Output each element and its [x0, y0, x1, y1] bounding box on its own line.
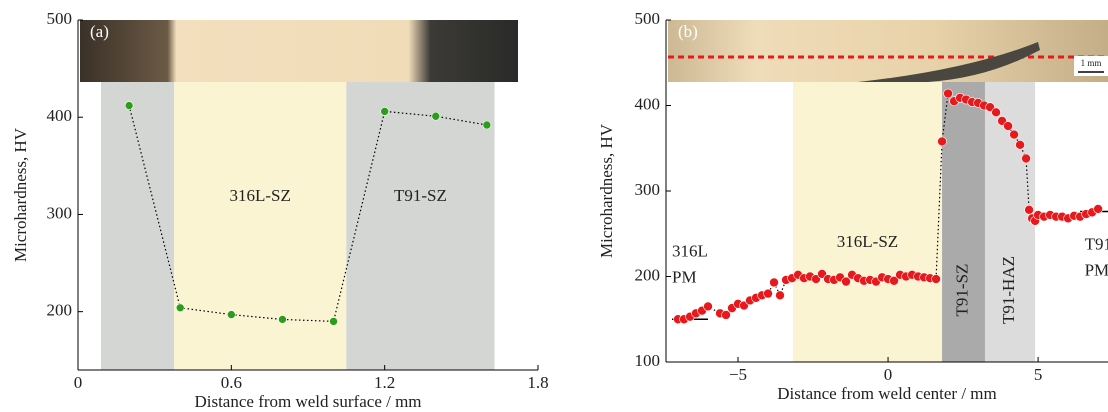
data-point: [124, 101, 134, 110]
scale-bar-bg: [1074, 56, 1108, 76]
annotation: 316L: [672, 241, 708, 260]
data-point: [1024, 205, 1034, 215]
data-point: [721, 310, 731, 320]
region: [174, 82, 347, 370]
x-tick-label: 1.8: [527, 373, 548, 392]
data-point: [329, 317, 338, 326]
data-point: [1003, 121, 1013, 131]
y-tick-label: 200: [47, 301, 73, 320]
data-point: [278, 315, 287, 324]
data-point: [937, 136, 947, 147]
y-tick-label: 300: [635, 180, 661, 199]
region-label: 316L-SZ: [837, 232, 898, 251]
y-tick-label: 200: [635, 265, 661, 284]
y-tick-label: 300: [47, 203, 73, 222]
y-tick-label: 500: [47, 9, 73, 28]
x-tick-label: −5: [729, 365, 747, 384]
data-point: [227, 310, 236, 319]
x-axis-label: Distance from weld surface / mm: [194, 392, 421, 411]
region: [101, 82, 175, 370]
y-tick-label: 400: [635, 94, 661, 113]
y-tick-label: 400: [47, 106, 73, 125]
data-point: [943, 88, 953, 99]
data-point: [703, 301, 713, 312]
panel-label: (b): [678, 22, 698, 41]
data-point: [1009, 129, 1019, 140]
annotation: PM: [1085, 261, 1108, 280]
x-axis-label: Distance from weld center / mm: [777, 384, 997, 403]
scale-bar-label: 1 mm: [1081, 58, 1102, 68]
y-tick-label: 100: [635, 351, 661, 370]
data-point: [1021, 153, 1031, 164]
x-tick-label: 5: [1034, 365, 1043, 384]
data-point: [380, 107, 389, 116]
region-label: T91-SZ: [394, 186, 447, 205]
y-axis-label: Microhardness, HV: [11, 127, 30, 262]
data-point: [763, 288, 773, 299]
data-point: [175, 303, 185, 313]
region: [346, 82, 495, 370]
x-tick-label: 0.6: [221, 373, 242, 392]
data-point: [841, 276, 851, 287]
data-point: [1093, 204, 1103, 214]
y-tick-label: 500: [635, 9, 661, 28]
region-label: T91-HAZ: [999, 256, 1018, 324]
x-tick-label: 0: [74, 373, 83, 392]
region: [792, 82, 943, 362]
data-point: [991, 107, 1001, 118]
data-point: [889, 275, 899, 286]
y-axis-label: Microhardness, HV: [597, 123, 616, 258]
x-tick-label: 0: [884, 365, 893, 384]
data-point: [1015, 140, 1025, 150]
annotation: PM: [672, 267, 697, 286]
micrograph: [80, 20, 518, 82]
region-label: 316L-SZ: [230, 186, 291, 205]
data-point: [482, 120, 492, 130]
region-label: T91-SZ: [952, 264, 971, 317]
data-point: [769, 277, 779, 288]
panel-label: (a): [90, 22, 109, 41]
data-line: [128, 105, 487, 323]
data-point: [431, 111, 441, 121]
annotation: T91: [1085, 235, 1108, 254]
micrograph: [668, 20, 1108, 82]
region: [942, 82, 985, 362]
x-tick-label: 1.2: [374, 373, 395, 392]
weld-shape: [858, 42, 1040, 82]
data-point: [931, 274, 941, 284]
data-point: [775, 290, 785, 301]
